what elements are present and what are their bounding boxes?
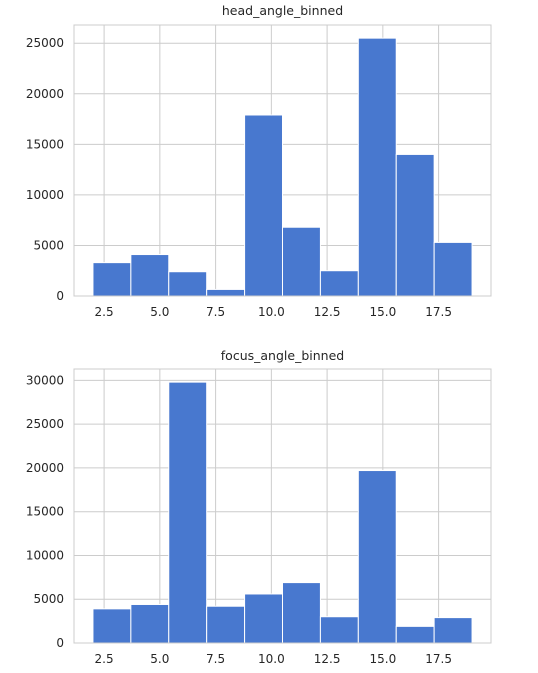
focus-angle-bar xyxy=(395,625,435,644)
focus-angle-x-tick-label: 17.5 xyxy=(425,652,452,666)
head-angle-bar xyxy=(282,226,321,297)
focus-angle-bar xyxy=(244,593,284,644)
head-angle-y-tick-label: 10000 xyxy=(26,188,64,202)
head-angle-x-tick-label: 12.5 xyxy=(314,305,341,319)
head-angle-x-tick-label: 10.0 xyxy=(258,305,285,319)
head-angle-bar xyxy=(319,270,359,297)
focus-angle-bar xyxy=(92,608,132,644)
focus-angle-x-tick-label: 12.5 xyxy=(314,652,341,666)
head-angle-y-tick-label: 15000 xyxy=(26,137,64,151)
focus-angle-bar xyxy=(130,603,170,644)
head-angle-histogram-panel: head_angle_binned 2.5 5.0 7.5 10.0 12.5 15.0 17… xyxy=(26,3,492,319)
focus-angle-y-tick-label: 25000 xyxy=(26,417,64,431)
head-angle-bar xyxy=(433,241,473,297)
focus-angle-y-tick-label: 5000 xyxy=(33,592,64,606)
focus-angle-histogram-panel: focus_angle_binned 2.5 5.0 7.5 10.0 12.5 15.0 1… xyxy=(26,348,492,666)
focus-angle-bar xyxy=(357,470,397,644)
head-angle-bar xyxy=(357,37,397,297)
head-angle-y-tick-label: 20000 xyxy=(26,87,64,101)
head-angle-bar xyxy=(92,262,132,297)
head-angle-x-tick-label: 7.5 xyxy=(206,305,225,319)
focus-angle-bar xyxy=(168,381,208,644)
head-angle-bar xyxy=(395,153,435,297)
focus-angle-x-tick-label: 2.5 xyxy=(95,652,114,666)
head-angle-x-tick-label: 5.0 xyxy=(150,305,169,319)
focus-angle-bar xyxy=(319,616,359,644)
head-angle-x-tick-label: 15.0 xyxy=(369,305,396,319)
focus-angle-bar xyxy=(282,582,321,644)
focus-angle-y-tick-label: 10000 xyxy=(26,548,64,562)
focus-angle-x-tick-label: 10.0 xyxy=(258,652,285,666)
focus-angle-x-tick-label: 15.0 xyxy=(369,652,396,666)
focus-angle-x-tick-label: 5.0 xyxy=(150,652,169,666)
focus-angle-bar xyxy=(206,605,246,644)
focus-angle-y-tick-label: 0 xyxy=(56,636,64,650)
focus-angle-y-tick-label: 15000 xyxy=(26,505,64,519)
focus-angle-x-tick-label: 7.5 xyxy=(206,652,225,666)
head-angle-y-tick-label: 0 xyxy=(56,289,64,303)
head-angle-y-tick-label: 5000 xyxy=(33,238,64,252)
focus-angle-y-tick-label: 20000 xyxy=(26,461,64,475)
focus-angle-y-tick-label: 30000 xyxy=(26,373,64,387)
head-angle-chart-title: head_angle_binned xyxy=(222,3,343,18)
focus-angle-bar xyxy=(433,617,473,644)
focus-angle-chart-title: focus_angle_binned xyxy=(221,348,344,363)
head-angle-x-tick-label: 17.5 xyxy=(425,305,452,319)
focus-angle-plot-frame xyxy=(73,368,492,644)
head-angle-plot-frame xyxy=(73,24,492,297)
head-angle-bar xyxy=(168,271,208,297)
head-angle-x-tick-label: 2.5 xyxy=(95,305,114,319)
head-angle-bar xyxy=(130,254,170,297)
head-angle-y-tick-label: 25000 xyxy=(26,36,64,50)
head-angle-bar xyxy=(206,288,246,297)
head-angle-bar xyxy=(244,114,284,297)
